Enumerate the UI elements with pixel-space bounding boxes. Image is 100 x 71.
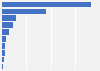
Bar: [2, 22, 13, 28]
Bar: [2, 29, 9, 35]
Bar: [2, 2, 91, 7]
Bar: [2, 50, 5, 56]
Bar: [2, 64, 3, 69]
Bar: [2, 36, 6, 42]
Bar: [2, 9, 46, 14]
Bar: [2, 43, 5, 49]
Bar: [2, 57, 4, 62]
Bar: [2, 15, 16, 21]
